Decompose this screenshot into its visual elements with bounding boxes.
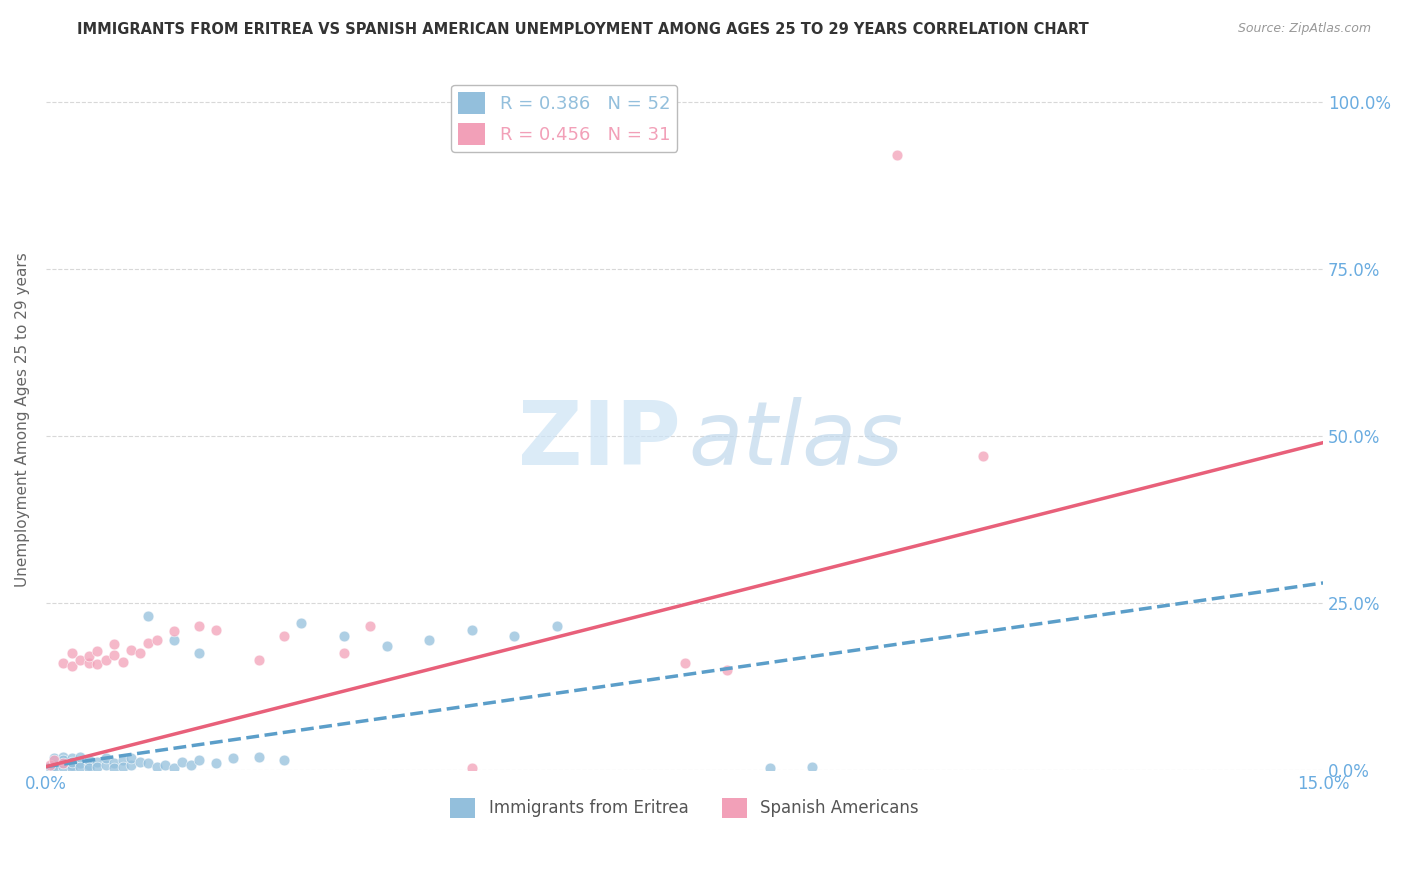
Point	[128, 755, 150, 769]
Point	[758, 761, 780, 775]
Point	[418, 632, 440, 647]
Point	[188, 619, 211, 633]
Point	[120, 757, 142, 772]
Legend: Immigrants from Eritrea, Spanish Americans: Immigrants from Eritrea, Spanish America…	[444, 791, 925, 825]
Point	[77, 656, 100, 670]
Point	[39, 757, 62, 772]
Point	[128, 646, 150, 660]
Point	[247, 749, 270, 764]
Point	[86, 755, 108, 769]
Point	[44, 753, 66, 767]
Point	[111, 655, 134, 669]
Point	[172, 755, 194, 769]
Point	[290, 615, 312, 630]
Point	[120, 751, 142, 765]
Point	[886, 148, 908, 162]
Point	[77, 649, 100, 664]
Point	[188, 753, 211, 767]
Point	[120, 642, 142, 657]
Point	[503, 629, 526, 643]
Point	[52, 759, 75, 773]
Point	[460, 761, 482, 775]
Point	[77, 757, 100, 772]
Point	[222, 751, 245, 765]
Text: Source: ZipAtlas.com: Source: ZipAtlas.com	[1237, 22, 1371, 36]
Point	[94, 757, 117, 772]
Point	[60, 646, 83, 660]
Point	[247, 653, 270, 667]
Point	[69, 653, 91, 667]
Text: ZIP: ZIP	[517, 397, 681, 483]
Point	[52, 756, 75, 771]
Point	[60, 659, 83, 673]
Point	[60, 757, 83, 772]
Point	[180, 757, 202, 772]
Point	[163, 624, 186, 638]
Point	[60, 751, 83, 765]
Point	[69, 759, 91, 773]
Point	[94, 653, 117, 667]
Point	[673, 656, 696, 670]
Point	[52, 753, 75, 767]
Point	[333, 629, 356, 643]
Point	[52, 749, 75, 764]
Point	[69, 749, 91, 764]
Point	[163, 761, 186, 775]
Point	[136, 756, 159, 771]
Point	[145, 759, 167, 773]
Point	[44, 757, 66, 772]
Point	[205, 623, 228, 637]
Point	[103, 648, 125, 662]
Point	[60, 755, 83, 769]
Point	[103, 756, 125, 771]
Point	[273, 753, 295, 767]
Point	[145, 632, 167, 647]
Point	[60, 761, 83, 775]
Point	[136, 636, 159, 650]
Point	[163, 632, 186, 647]
Text: IMMIGRANTS FROM ERITREA VS SPANISH AMERICAN UNEMPLOYMENT AMONG AGES 25 TO 29 YEA: IMMIGRANTS FROM ERITREA VS SPANISH AMERI…	[77, 22, 1090, 37]
Point	[273, 629, 295, 643]
Point	[86, 657, 108, 672]
Y-axis label: Unemployment Among Ages 25 to 29 years: Unemployment Among Ages 25 to 29 years	[15, 252, 30, 587]
Point	[103, 761, 125, 775]
Point	[972, 449, 994, 463]
Point	[69, 756, 91, 771]
Point	[94, 751, 117, 765]
Point	[333, 646, 356, 660]
Point	[39, 759, 62, 773]
Point	[77, 761, 100, 775]
Point	[716, 663, 738, 677]
Point	[359, 619, 381, 633]
Point	[52, 756, 75, 771]
Point	[86, 644, 108, 658]
Point	[103, 637, 125, 651]
Point	[44, 761, 66, 775]
Text: atlas: atlas	[689, 397, 903, 483]
Point	[111, 759, 134, 773]
Point	[86, 759, 108, 773]
Point	[460, 623, 482, 637]
Point	[375, 640, 398, 654]
Point	[188, 646, 211, 660]
Point	[136, 609, 159, 624]
Point	[52, 656, 75, 670]
Point	[77, 753, 100, 767]
Point	[801, 759, 824, 773]
Point	[44, 751, 66, 765]
Point	[153, 757, 176, 772]
Point	[111, 753, 134, 767]
Point	[205, 756, 228, 771]
Point	[546, 619, 568, 633]
